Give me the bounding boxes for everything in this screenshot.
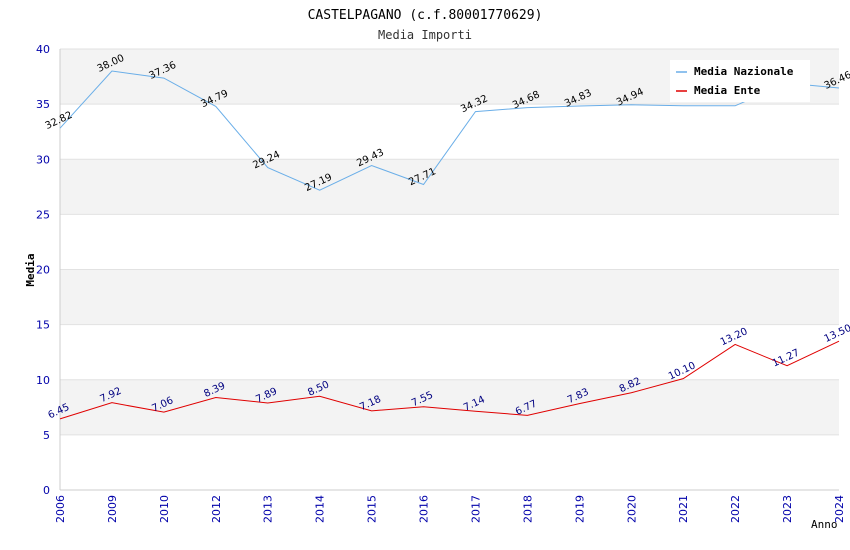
y-tick-label: 20 (36, 264, 50, 277)
y-axis-label: Media (24, 253, 37, 286)
y-tick-label: 30 (36, 153, 50, 166)
chart-title: CASTELPAGANO (c.f.80001770629) (308, 8, 543, 23)
band-30-35 (60, 104, 839, 160)
band-15-20 (60, 269, 839, 325)
x-tick-label: 2009 (106, 495, 119, 523)
band-20-25 (60, 214, 839, 270)
y-axis-ticks: 0 5 10 15 20 25 30 35 40 (36, 43, 50, 497)
x-tick-label: 2012 (210, 495, 223, 523)
band-0-5 (60, 434, 839, 490)
legend-label-media-ente: Media Ente (694, 84, 761, 97)
x-tick-label: 2013 (262, 495, 275, 523)
x-tick-label: 2020 (625, 495, 638, 523)
legend: Media Nazionale Media Ente (670, 60, 810, 102)
legend-label-media-nazionale: Media Nazionale (694, 65, 794, 78)
y-tick-label: 15 (36, 319, 50, 332)
y-tick-label: 10 (36, 374, 50, 387)
x-tick-label: 2021 (677, 495, 690, 523)
x-tick-label: 2006 (54, 495, 67, 523)
x-tick-label: 2015 (366, 495, 379, 523)
x-tick-label: 2018 (521, 495, 534, 523)
series-line-media-nazionale (59, 70, 840, 191)
legend-box (670, 60, 810, 102)
x-tick-label: 2014 (314, 495, 327, 523)
x-tick-label: 2023 (781, 495, 794, 523)
chart-subtitle: Media Importi (378, 28, 472, 42)
x-tick-label: 2017 (469, 495, 482, 523)
y-tick-label: 35 (36, 98, 50, 111)
x-axis-label: Anno (811, 518, 838, 531)
series-lines (59, 70, 840, 420)
x-tick-label: 2016 (418, 495, 431, 523)
y-tick-label: 0 (43, 484, 50, 497)
x-tick-label: 2010 (158, 495, 171, 523)
band-10-15 (60, 324, 839, 380)
band-5-10 (60, 379, 839, 435)
x-tick-label: 2024 (833, 495, 846, 523)
axes (59, 49, 839, 491)
y-tick-label: 25 (36, 208, 50, 221)
y-tick-label: 40 (36, 43, 50, 56)
plot-background-bands (60, 49, 839, 490)
x-axis-ticks: 2006 2009 2010 2012 2013 2014 2015 2016 2017 2018… (54, 495, 846, 523)
x-tick-label: 2019 (573, 495, 586, 523)
band-25-30 (60, 159, 839, 215)
series-line-media-ente (59, 340, 840, 420)
y-tick-label: 5 (43, 429, 50, 442)
x-tick-label: 2022 (729, 495, 742, 523)
